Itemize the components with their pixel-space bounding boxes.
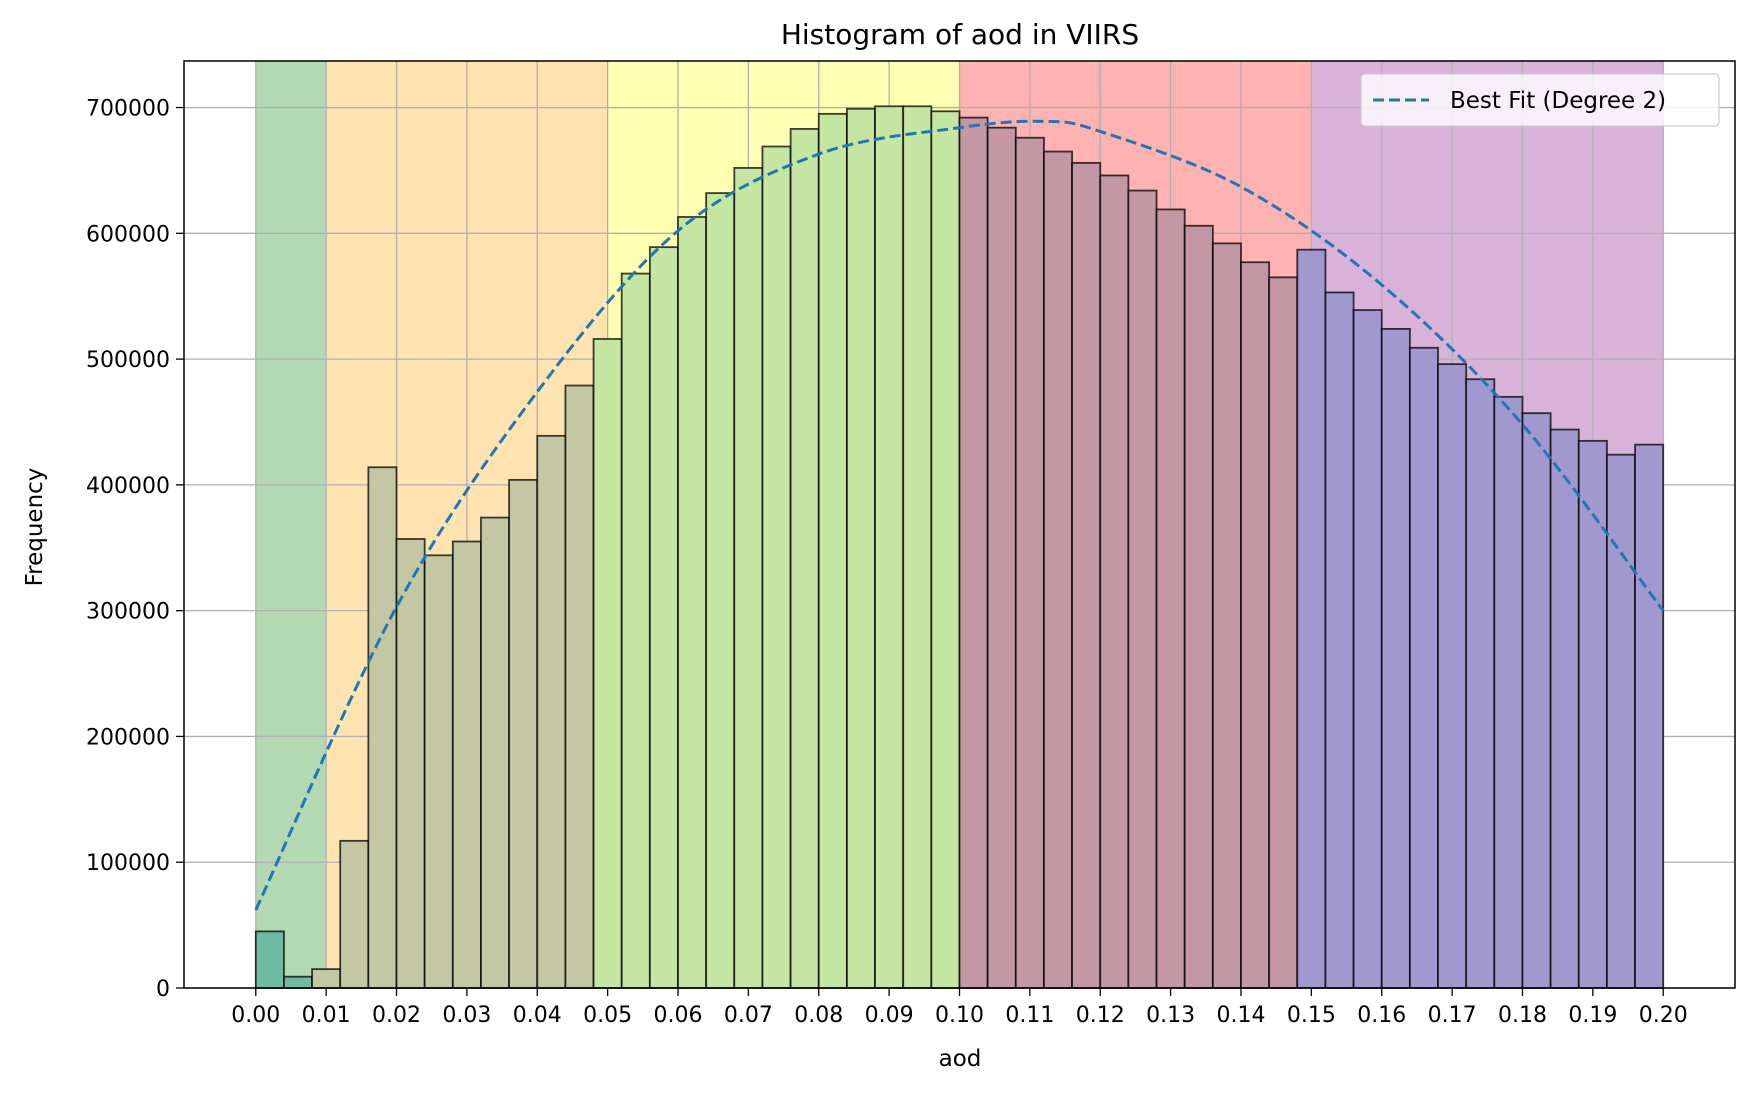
histogram-bar: [1324, 291, 1355, 989]
histogram-bar: [930, 110, 961, 989]
x-tick-label: 0.18: [1498, 1003, 1547, 1028]
x-tick-label: 0.07: [724, 1003, 773, 1028]
histogram-bar: [986, 126, 1017, 989]
histogram-bar: [789, 128, 820, 989]
histogram-bar: [508, 478, 539, 989]
x-tick-label: 0.02: [372, 1003, 421, 1028]
histogram-bar: [1155, 208, 1186, 989]
x-axis-ticks: 0.00 0.01 0.02 0.03 0.04 0.05 0.06 0.07 0.08 0.09…: [231, 988, 1688, 1028]
y-axis-ticks: 0 100000 200000 300000 400000 500000 600000 700…: [86, 97, 184, 1002]
x-tick-label: 0.19: [1568, 1003, 1617, 1028]
x-tick-label: 0.05: [583, 1003, 632, 1028]
histogram-bar: [677, 216, 708, 989]
band-0: [255, 61, 327, 988]
histogram-bar: [1493, 395, 1524, 989]
histogram-bar: [1127, 189, 1158, 989]
histogram-bar: [620, 272, 651, 989]
histogram-bar: [1014, 136, 1045, 989]
x-tick-label: 0.15: [1287, 1003, 1336, 1028]
histogram-bars: [254, 105, 1665, 989]
histogram-bar: [761, 145, 792, 989]
x-tick-label: 0.11: [1005, 1003, 1054, 1028]
x-tick-label: 0.06: [654, 1003, 703, 1028]
x-tick-label: 0.03: [442, 1003, 491, 1028]
histogram-bar: [1606, 453, 1636, 989]
x-tick-label: 0.12: [1076, 1003, 1125, 1028]
histogram-bar: [902, 105, 933, 989]
histogram-bar: [1099, 174, 1130, 989]
histogram-bar: [395, 538, 426, 989]
histogram-bar: [1268, 276, 1299, 989]
histogram-bar: [1634, 443, 1665, 989]
legend-label: Best Fit (Degree 2): [1450, 88, 1666, 114]
y-tick-label: 200000: [86, 725, 170, 750]
histogram-bar: [1352, 309, 1383, 989]
histogram-bar: [480, 516, 511, 989]
histogram-bar: [1408, 346, 1439, 989]
y-tick-label: 600000: [86, 222, 170, 247]
histogram-bar: [648, 246, 679, 989]
y-tick-label: 700000: [86, 97, 170, 122]
y-tick-label: 100000: [86, 851, 170, 876]
y-tick-label: 0: [156, 977, 170, 1002]
histogram-bar: [958, 116, 989, 989]
x-tick-label: 0.01: [302, 1003, 351, 1028]
histogram-bar: [339, 839, 370, 989]
histogram-bar: [874, 105, 905, 989]
y-tick-label: 400000: [86, 474, 170, 499]
x-axis-title: aod: [939, 1046, 982, 1072]
best-fit-line: [254, 119, 1665, 911]
histogram-bar: [1240, 261, 1271, 989]
histogram-bar: [817, 112, 848, 989]
histogram-bar: [423, 554, 454, 989]
histogram-bar: [1465, 378, 1496, 989]
histogram-bar: [311, 968, 342, 989]
x-tick-label: 0.08: [794, 1003, 843, 1028]
histogram-bar: [1380, 328, 1411, 989]
histogram-bar: [1437, 363, 1468, 989]
histogram-bar: [846, 107, 876, 989]
x-tick-label: 0.00: [231, 1003, 280, 1028]
histogram-bar: [283, 975, 313, 989]
x-tick-label: 0.20: [1639, 1003, 1688, 1028]
best-fit-curve: [254, 119, 1665, 911]
histogram-bar: [1071, 161, 1102, 989]
histogram-bar: [536, 434, 567, 989]
histogram-bar: [733, 167, 764, 989]
histogram-bar: [451, 540, 482, 989]
x-tick-label: 0.16: [1357, 1003, 1406, 1028]
histogram-bar: [564, 384, 595, 989]
histogram-bar: [592, 338, 623, 989]
histogram-bar: [1043, 150, 1073, 989]
y-tick-label: 300000: [86, 600, 170, 625]
x-tick-label: 0.13: [1146, 1003, 1195, 1028]
legend: Best Fit (Degree 2): [1360, 73, 1720, 127]
histogram-bar: [1577, 439, 1608, 989]
chart-title: Histogram of aod in VIIRS: [781, 18, 1139, 51]
x-tick-label: 0.10: [935, 1003, 984, 1028]
histogram-bar: [1183, 224, 1214, 989]
y-axis-title: Frequency: [22, 468, 48, 587]
histogram-bar: [1211, 242, 1242, 989]
x-tick-label: 0.17: [1428, 1003, 1477, 1028]
histogram-bar: [367, 466, 398, 989]
x-tick-label: 0.04: [513, 1003, 562, 1028]
histogram-bar: [1296, 248, 1327, 989]
legend-box: [1360, 73, 1720, 127]
histogram-bar: [705, 192, 736, 989]
x-tick-label: 0.14: [1216, 1003, 1265, 1028]
histogram-bar: [254, 930, 285, 989]
histogram-bar: [1549, 428, 1580, 989]
histogram-bar: [1521, 412, 1552, 989]
y-tick-label: 500000: [86, 348, 170, 373]
x-tick-label: 0.09: [865, 1003, 914, 1028]
